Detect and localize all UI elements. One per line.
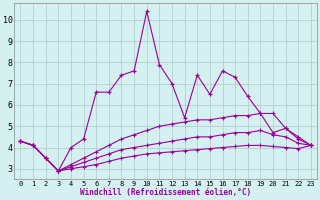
X-axis label: Windchill (Refroidissement éolien,°C): Windchill (Refroidissement éolien,°C) xyxy=(80,188,251,197)
